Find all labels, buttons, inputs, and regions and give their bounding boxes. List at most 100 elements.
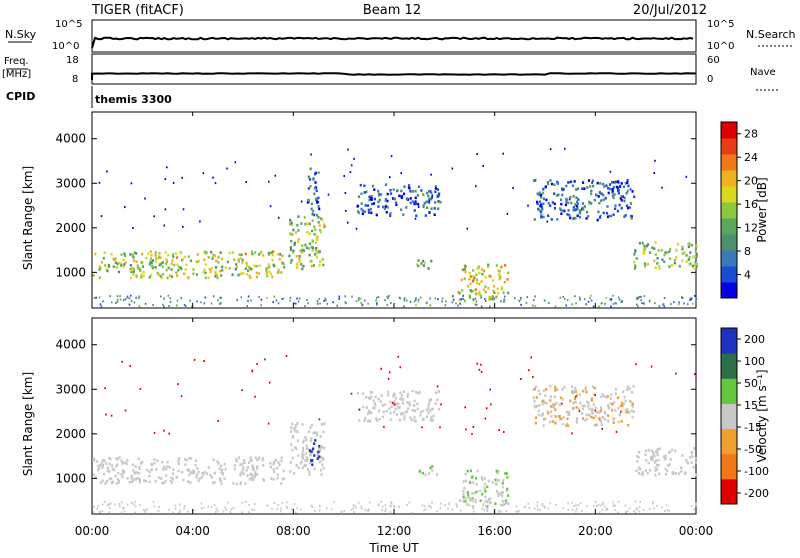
echo-cell [466, 491, 470, 494]
echo-cell [357, 195, 361, 198]
echo-cell [639, 468, 642, 471]
echo-cell [207, 256, 210, 259]
echo-cell [693, 267, 696, 270]
echo-cell [117, 481, 121, 484]
echo-cell [276, 473, 279, 477]
echo-cell [306, 230, 309, 234]
echo-cell [619, 197, 622, 200]
echo-cell [403, 417, 406, 421]
echo-cell [362, 405, 365, 409]
echo-cell [600, 420, 603, 423]
echo-cell [350, 164, 353, 167]
cpid-value: themis 3300 [95, 93, 172, 106]
echo-cell [488, 274, 491, 278]
echo-cell [359, 183, 362, 187]
echo-cell [612, 417, 615, 421]
echo-cell [638, 450, 641, 454]
echo-cell [301, 244, 304, 247]
echo-cell [253, 508, 255, 511]
echo-cell [538, 200, 542, 203]
echo-cell [617, 500, 620, 503]
echo-cell [215, 511, 217, 514]
echo-cell [395, 203, 398, 207]
echo-cell [267, 263, 270, 266]
echo-cell [390, 302, 392, 305]
echo-cell [384, 504, 387, 507]
echo-cell [362, 303, 364, 306]
echo-cell [318, 224, 321, 227]
echo-cell [409, 190, 412, 193]
echo-cell [247, 295, 250, 298]
echo-cell [131, 463, 135, 467]
echo-cell [476, 362, 479, 365]
echo-cell [305, 459, 308, 462]
colorbar-swatch [721, 170, 737, 187]
echo-cell [559, 208, 562, 212]
echo-cell [465, 428, 467, 431]
echo-cell [560, 198, 563, 201]
echo-cell [565, 184, 568, 188]
echo-cell [593, 424, 596, 427]
echo-cell [593, 504, 595, 507]
echo-cell [680, 470, 683, 473]
echo-cell [245, 264, 249, 268]
echo-cell [332, 301, 334, 304]
echo-cell [301, 423, 304, 426]
echo-cell [574, 390, 578, 393]
echo-cell [115, 266, 118, 269]
echo-cell [581, 187, 584, 190]
echo-cell [670, 263, 673, 267]
echo-cell [102, 472, 106, 476]
echo-cell [98, 181, 101, 184]
echo-cell [415, 202, 418, 205]
echo-cell [389, 412, 392, 415]
echo-cell [581, 417, 585, 420]
echo-cell [644, 453, 647, 456]
echo-cell [652, 452, 655, 456]
echo-cell [565, 304, 567, 307]
echo-cell [104, 387, 106, 390]
echo-cell [298, 297, 301, 300]
echo-cell [601, 393, 604, 396]
echo-cell [641, 471, 644, 474]
echo-cell [304, 459, 307, 462]
echo-cell [242, 472, 245, 476]
echo-cell [235, 263, 238, 266]
echo-cell [678, 303, 680, 306]
echo-cell [251, 474, 254, 477]
echo-cell [417, 206, 420, 208]
echo-cell [315, 241, 318, 245]
echo-cell [695, 457, 698, 460]
colorbar-tick-label: -50 [744, 443, 762, 456]
echo-cell [601, 508, 603, 511]
echo-cell [623, 196, 626, 200]
echo-cell [323, 299, 325, 302]
echo-cell [656, 468, 659, 471]
echo-cell [143, 479, 146, 482]
echo-cell [129, 264, 132, 267]
echo-cell [389, 418, 392, 421]
echo-cell [106, 469, 109, 472]
echo-cell [396, 189, 399, 192]
echo-cell [422, 193, 425, 196]
echo-cell [236, 298, 238, 301]
echo-cell [149, 273, 153, 277]
echo-cell [551, 201, 554, 204]
echo-cell [153, 462, 156, 465]
echo-cell [535, 396, 538, 399]
echo-cell [600, 395, 603, 398]
echo-cell [561, 388, 564, 391]
echo-cell [255, 264, 258, 268]
echo-cell [597, 504, 600, 507]
echo-cell [153, 431, 156, 434]
echo-cell [459, 499, 462, 502]
echo-cell [612, 501, 615, 504]
echo-cell [291, 233, 294, 236]
echo-cell [570, 180, 572, 183]
echo-cell [565, 200, 568, 204]
echo-cell [647, 448, 650, 452]
freq-left-tick-bottom: 8 [72, 74, 78, 85]
echo-cell [578, 393, 582, 396]
echo-cell [275, 466, 279, 470]
